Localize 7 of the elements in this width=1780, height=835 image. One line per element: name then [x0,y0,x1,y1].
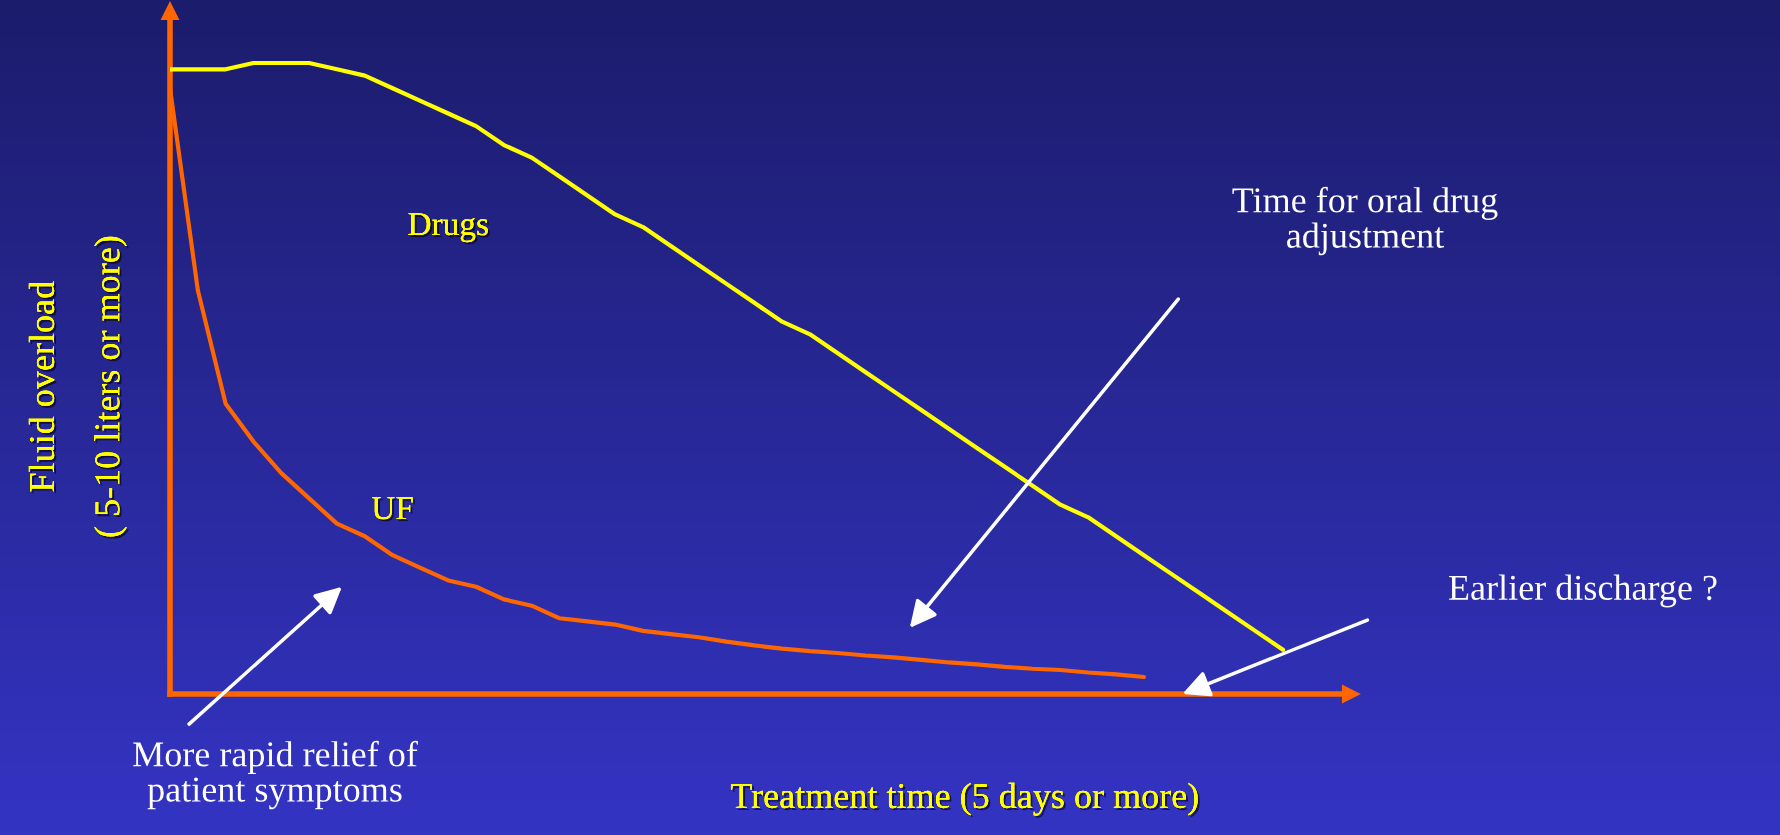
annotation: Time for oral drug adjustment [1232,186,1498,256]
text: More rapid relief of patient symptoms [133,740,418,810]
x-axis-title: Treatment time (5 days or more) [730,782,1200,818]
text: Earlier discharge ? [1449,574,1717,608]
text: Drugs [408,213,490,245]
series-label: UF [371,497,415,522]
y-axis-title: Fluid overload ( 5-10 liters or more) [28,236,129,539]
